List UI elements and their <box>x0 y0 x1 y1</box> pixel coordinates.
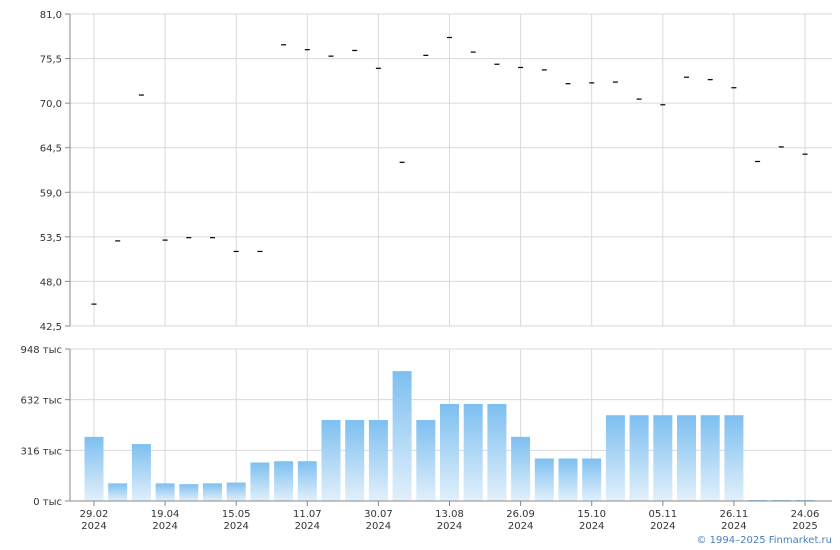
x-tick-year: 2024 <box>721 521 746 532</box>
volume-bar <box>155 483 175 501</box>
volume-bar <box>724 415 744 501</box>
volume-bar <box>226 482 246 501</box>
x-tick-label: 15.10 <box>577 509 606 520</box>
price-y-tick-label: 64,5 <box>40 144 62 155</box>
volume-bar <box>463 403 483 501</box>
volume-bar <box>297 461 317 501</box>
volume-bar <box>416 420 436 501</box>
volume-bar <box>108 483 128 501</box>
x-tick-year: 2024 <box>508 521 533 532</box>
price-y-tick-label: 53,5 <box>40 233 62 244</box>
price-y-tick-label: 59,0 <box>40 188 62 199</box>
x-tick-year: 2024 <box>223 521 248 532</box>
volume-bar <box>250 462 270 501</box>
x-tick-label: 05.11 <box>648 509 677 520</box>
x-tick-label: 11.07 <box>293 509 322 520</box>
price-y-tick-label: 81,0 <box>40 10 62 21</box>
volume-bar <box>179 484 199 501</box>
volume-bar <box>487 403 507 501</box>
volume-bar <box>653 415 673 501</box>
volume-bar <box>392 371 412 501</box>
price-y-tick-label: 42,5 <box>40 322 62 333</box>
x-tick-year: 2024 <box>366 521 391 532</box>
volume-bar <box>582 458 602 501</box>
x-tick-year: 2024 <box>437 521 462 532</box>
price-y-tick-label: 75,5 <box>40 55 62 66</box>
volume-bar <box>511 436 531 501</box>
x-tick-label: 15.05 <box>222 509 251 520</box>
x-tick-label: 26.11 <box>720 509 749 520</box>
x-tick-label: 13.08 <box>435 509 464 520</box>
volume-bar <box>629 415 649 501</box>
x-tick-year: 2024 <box>295 521 320 532</box>
volume-bar <box>345 420 365 501</box>
volume-bar <box>677 415 696 501</box>
x-tick-year: 2024 <box>81 521 106 532</box>
x-tick-label: 29.02 <box>80 509 109 520</box>
volume-bar <box>321 420 341 501</box>
volume-y-tick-label: 0 тыс <box>33 497 62 508</box>
price-y-tick-label: 70,0 <box>40 99 62 110</box>
x-tick-year: 2024 <box>650 521 675 532</box>
volume-bar <box>700 415 720 501</box>
x-tick-label: 26.09 <box>506 509 535 520</box>
volume-y-tick-label: 316 тыс <box>21 446 62 457</box>
volume-bar <box>203 483 222 501</box>
volume-bar <box>440 403 459 501</box>
x-tick-label: 30.07 <box>364 509 393 520</box>
volume-bar <box>534 458 554 501</box>
volume-y-tick-label: 632 тыс <box>21 396 62 407</box>
x-tick-label: 19.04 <box>151 509 180 520</box>
volume-bar <box>558 458 578 501</box>
volume-bar <box>274 461 294 501</box>
credit-link[interactable]: © 1994–2025 Finmarket.ru <box>696 535 832 546</box>
x-tick-year: 2025 <box>792 521 817 532</box>
volume-bar <box>368 420 388 501</box>
x-tick-label: 24.06 <box>791 509 820 520</box>
volume-bar <box>605 415 625 501</box>
volume-y-tick-label: 948 тыс <box>21 345 62 356</box>
x-tick-year: 2024 <box>579 521 604 532</box>
x-tick-year: 2024 <box>152 521 177 532</box>
volume-bar <box>84 436 104 501</box>
volume-bar <box>131 444 151 501</box>
price-y-tick-label: 48,0 <box>40 277 62 288</box>
